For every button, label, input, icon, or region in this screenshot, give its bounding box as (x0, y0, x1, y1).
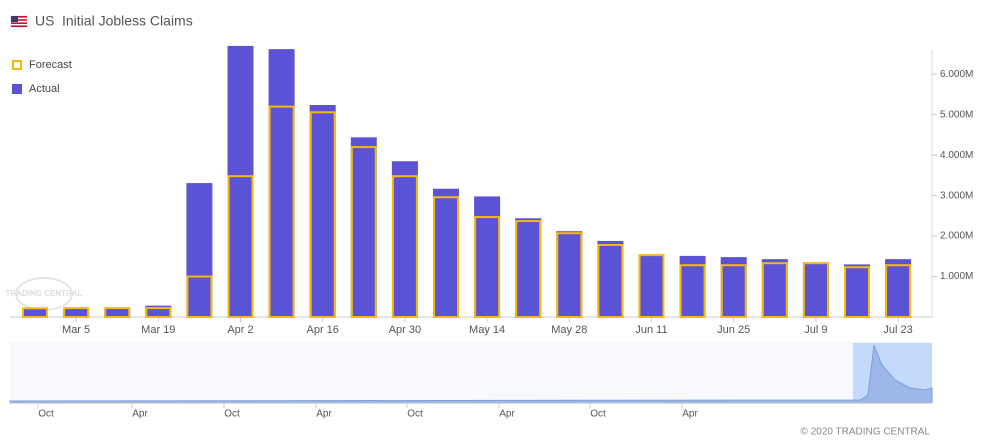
flag (10, 15, 28, 28)
x-tick-label: Mar 19 (141, 324, 175, 336)
legend-label: Forecast (29, 59, 72, 71)
forecast-bar (145, 307, 172, 318)
footer: © 2020 TRADING CENTRAL (801, 427, 931, 438)
x-tick-label: Jul 23 (883, 324, 912, 336)
y-tick-label: 4.000M (940, 150, 973, 161)
x-tick-label: Mar 5 (62, 324, 90, 336)
y-tick-label: 6.000M (940, 69, 973, 80)
legend-swatch (12, 84, 22, 94)
y-tick-label: 1.000M (940, 271, 973, 282)
y-tick-label: 2.000M (940, 231, 973, 242)
forecast-bar (104, 307, 131, 318)
forecast-bar (515, 220, 542, 318)
navigator-label: Oct (407, 409, 423, 420)
navigator-label: Apr (316, 409, 332, 420)
forecast-bar (186, 275, 213, 318)
forecast-bar (638, 254, 665, 318)
navigator (10, 342, 932, 404)
forecast-bar (350, 146, 377, 318)
forecast-bar (597, 243, 624, 318)
forecast-bar (761, 262, 788, 319)
legend-label: Actual (29, 83, 60, 95)
forecast-bar (227, 175, 254, 318)
forecast-bar (391, 175, 418, 318)
forecast-bar (63, 307, 90, 318)
x-tick-label: Apr 16 (306, 324, 338, 336)
forecast-bar (802, 262, 829, 319)
y-tick-label: 3.000M (940, 190, 973, 201)
navigator-label: Oct (590, 409, 606, 420)
forecast-bar (720, 264, 747, 318)
x-tick-label: May 14 (469, 324, 505, 336)
x-tick-label: Apr 30 (389, 324, 421, 336)
country: US (35, 13, 54, 29)
y-tick-label: 5.000M (940, 109, 973, 120)
x-tick-label: Apr 2 (227, 324, 253, 336)
forecast-bar (844, 266, 870, 318)
navigator-label: Apr (682, 409, 698, 420)
navigator-label: Oct (38, 409, 54, 420)
navigator-label: Apr (499, 409, 515, 420)
x-tick-label: Jul 9 (804, 324, 827, 336)
forecast-bar (679, 264, 706, 318)
forecast-bar (268, 105, 295, 318)
navigator-label: Apr (132, 409, 148, 420)
forecast-bar (433, 196, 459, 318)
forecast-bar (309, 111, 336, 318)
x-tick-label: Jun 25 (717, 324, 750, 336)
navigator-label: Oct (224, 409, 240, 420)
legend-swatch (12, 60, 22, 70)
forecast-bar (474, 216, 501, 318)
forecast-bar (885, 264, 912, 318)
forecast-bar (556, 232, 583, 318)
chart-title: Initial Jobless Claims (62, 13, 193, 29)
x-tick-label: Jun 11 (635, 324, 667, 336)
x-tick-label: May 28 (551, 324, 587, 336)
watermark: TRADING CENTRAL (6, 289, 83, 298)
forecast-bar (22, 307, 48, 319)
